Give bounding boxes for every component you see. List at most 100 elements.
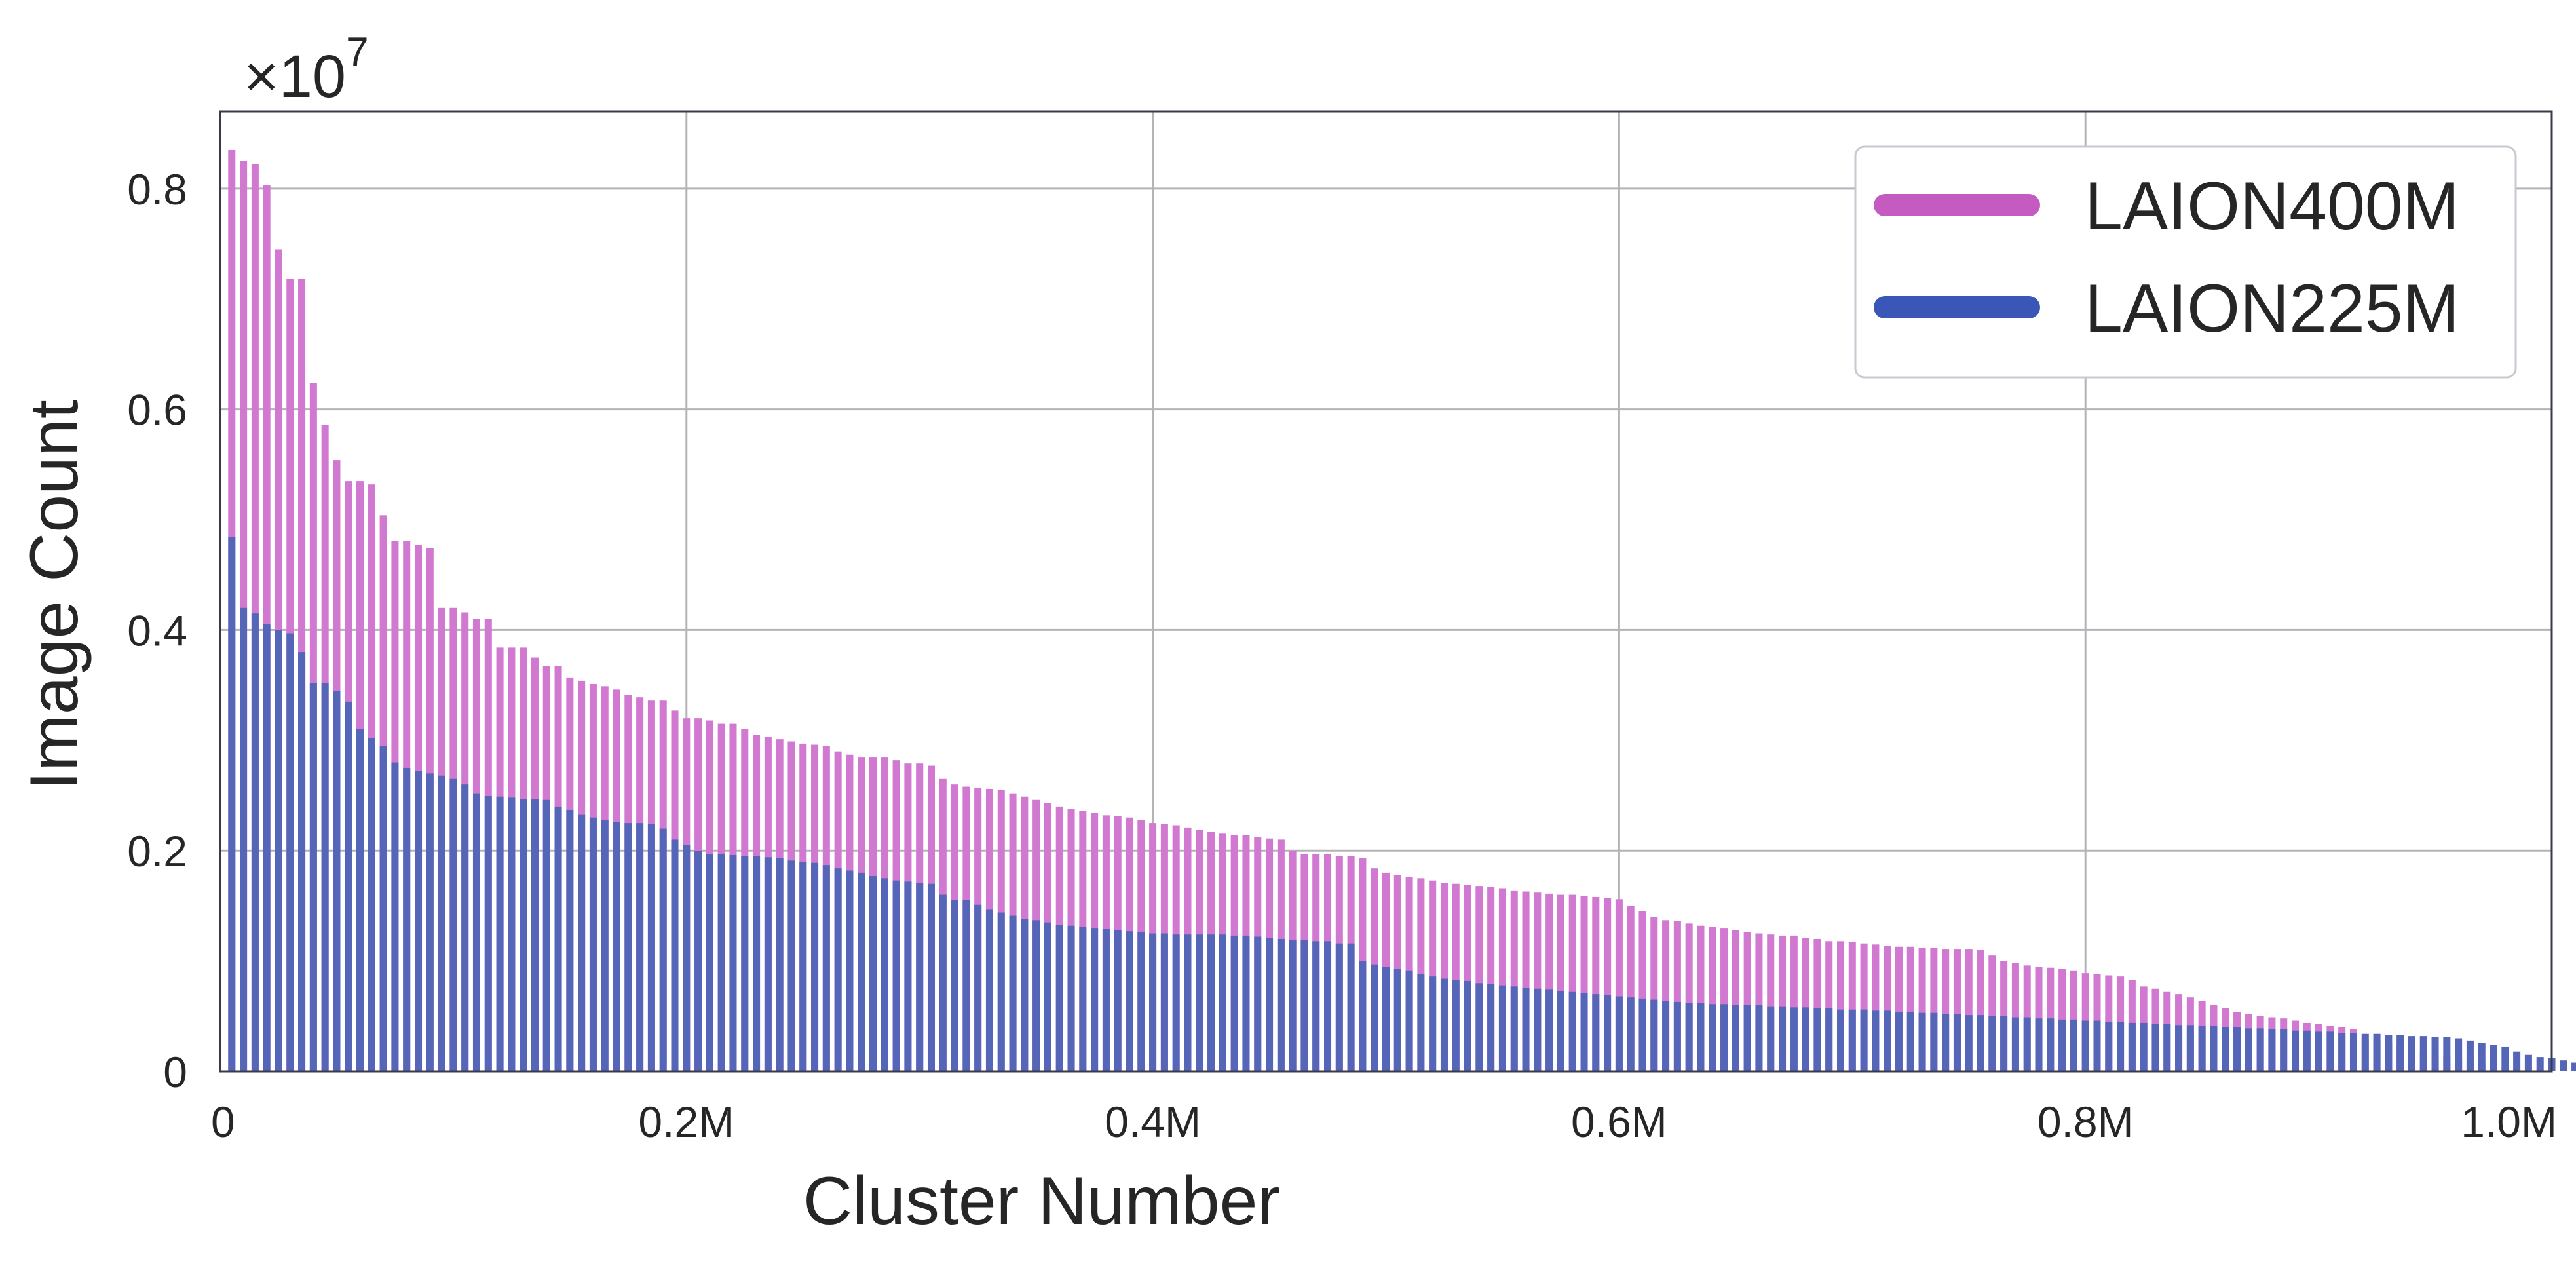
bar-laion225m-116 (1580, 993, 1588, 1071)
bar-laion400m-128 (1720, 928, 1728, 1071)
bar-laion400m-110 (1510, 890, 1518, 1071)
bar-laion225m-1 (240, 607, 248, 1071)
bar-laion400m-141 (1872, 944, 1880, 1071)
bar-laion225m-102 (1417, 974, 1425, 1071)
bar-laion225m-32 (601, 820, 609, 1071)
bar-laion400m-124 (1673, 921, 1681, 1071)
bar-laion225m-75 (1102, 929, 1110, 1071)
x-tick-label-3: 0.6M (1571, 1098, 1667, 1146)
bar-laion225m-157 (2058, 1019, 2066, 1071)
bar-laion400m-133 (1779, 935, 1787, 1071)
bar-laion225m-51 (822, 865, 830, 1071)
bar-laion225m-31 (589, 817, 597, 1071)
bar-laion225m-112 (1534, 988, 1542, 1071)
bar-laion225m-194 (2490, 1045, 2497, 1071)
bar-laion225m-17 (426, 773, 434, 1071)
bar-laion400m-118 (1604, 898, 1612, 1071)
bar-laion225m-50 (811, 862, 819, 1071)
bar-laion400m-104 (1440, 883, 1448, 1071)
bar-laion225m-24 (508, 797, 516, 1071)
bar-laion225m-169 (2198, 1026, 2206, 1071)
y-axis-title: Image Count (16, 400, 92, 790)
bar-laion225m-146 (1930, 1012, 1938, 1071)
bar-laion225m-187 (2408, 1036, 2415, 1071)
bar-laion225m-171 (2222, 1027, 2229, 1071)
bar-laion225m-150 (1977, 1015, 1984, 1071)
bar-laion225m-87 (1242, 935, 1250, 1071)
bar-laion225m-109 (1498, 985, 1506, 1071)
bar-laion225m-158 (2070, 1019, 2077, 1071)
bar-laion400m-142 (1884, 946, 1891, 1071)
bar-laion225m-12 (368, 738, 375, 1071)
bar-laion225m-3 (263, 624, 271, 1071)
bar-laion225m-144 (1906, 1012, 1914, 1071)
bar-laion225m-80 (1160, 933, 1168, 1071)
bar-laion400m-149 (1965, 949, 1973, 1071)
bar-laion225m-85 (1219, 934, 1226, 1071)
bar-laion225m-143 (1895, 1012, 1903, 1071)
bar-laion225m-5 (286, 633, 294, 1071)
bar-laion225m-117 (1592, 994, 1600, 1071)
bar-laion225m-89 (1266, 938, 1274, 1071)
bar-laion225m-63 (962, 900, 970, 1071)
legend-label-laion400m: LAION400M (2085, 168, 2459, 244)
bar-laion225m-34 (624, 823, 632, 1071)
bar-laion225m-184 (2373, 1033, 2381, 1071)
bar-laion225m-153 (2011, 1017, 2019, 1071)
bar-laion225m-76 (1114, 930, 1122, 1071)
bar-laion225m-114 (1557, 991, 1564, 1071)
x-tick-label-1: 0.2M (638, 1098, 734, 1146)
bar-laion400m-129 (1732, 930, 1739, 1071)
bar-laion400m-122 (1650, 917, 1658, 1071)
bar-laion225m-132 (1767, 1006, 1775, 1071)
bar-laion225m-180 (2326, 1031, 2334, 1071)
bar-laion225m-59 (916, 883, 924, 1071)
bar-laion225m-79 (1149, 933, 1157, 1071)
bar-laion400m-138 (1836, 941, 1845, 1071)
bar-laion225m-142 (1884, 1010, 1891, 1071)
bar-laion225m-29 (566, 809, 574, 1071)
bar-laion225m-113 (1545, 989, 1553, 1071)
bar-laion400m-144 (1906, 946, 1914, 1071)
bar-laion225m-148 (1953, 1014, 1961, 1071)
legend-swatch-laion400m (1874, 194, 2040, 216)
bar-laion225m-181 (2338, 1033, 2346, 1071)
legend: LAION400M LAION225M (1854, 145, 2517, 379)
x-axis-ticks: 0 0.2M 0.4M 0.6M 0.8M 1.0M (211, 1098, 2557, 1146)
bar-laion225m-201 (2571, 1062, 2576, 1071)
bar-laion225m-127 (1709, 1004, 1716, 1071)
bar-laion225m-57 (892, 880, 900, 1071)
bar-laion225m-186 (2396, 1035, 2404, 1071)
plot-frame (219, 110, 2553, 1073)
bar-laion225m-120 (1627, 997, 1635, 1071)
bar-laion225m-18 (438, 775, 445, 1071)
y-scale-prefix: ×10 (244, 43, 346, 110)
bar-laion400m-112 (1534, 892, 1542, 1071)
bar-laion225m-122 (1650, 999, 1658, 1071)
bar-laion225m-188 (2419, 1036, 2427, 1071)
bar-laion225m-26 (531, 799, 539, 1071)
bar-laion400m-107 (1475, 886, 1483, 1071)
bar-laion225m-6 (298, 652, 306, 1071)
bar-laion225m-8 (321, 683, 329, 1071)
bar-laion225m-136 (1813, 1008, 1821, 1071)
bar-laion225m-162 (2117, 1022, 2125, 1071)
bar-laion225m-133 (1779, 1006, 1787, 1071)
bar-laion225m-164 (2140, 1022, 2148, 1071)
bar-laion225m-22 (484, 796, 492, 1071)
bar-laion225m-200 (2560, 1060, 2567, 1071)
bar-laion225m-48 (787, 860, 795, 1071)
bar-laion225m-55 (869, 875, 877, 1071)
bar-laion225m-104 (1440, 978, 1448, 1071)
bar-laion225m-152 (2000, 1016, 2008, 1071)
bar-laion225m-19 (449, 778, 457, 1071)
bar-laion225m-197 (2524, 1054, 2532, 1071)
bar-laion225m-165 (2151, 1024, 2159, 1071)
x-tick-label-0: 0 (211, 1098, 235, 1146)
bar-laion225m-11 (356, 729, 364, 1071)
bar-laion225m-123 (1662, 1001, 1670, 1071)
bar-laion225m-53 (846, 870, 854, 1071)
bar-laion400m-115 (1568, 894, 1576, 1071)
bar-laion400m-108 (1487, 887, 1495, 1071)
legend-label-laion225m: LAION225M (2085, 271, 2459, 347)
